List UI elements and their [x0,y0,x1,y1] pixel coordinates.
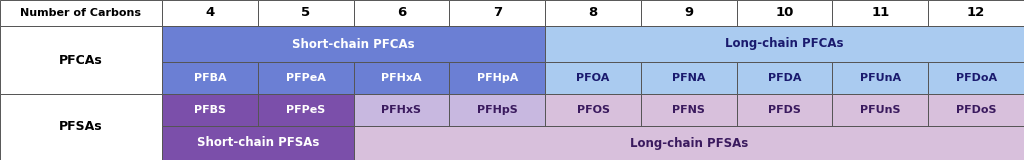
Text: PFNS: PFNS [673,105,706,115]
Bar [0,0,162,26]
Text: PFDA: PFDA [768,73,802,83]
Bar [353,62,450,94]
Text: PFPeS: PFPeS [286,105,326,115]
Text: Short-chain PFSAs: Short-chain PFSAs [197,136,318,149]
Text: 6: 6 [397,7,407,20]
Text: PFUnA: PFUnA [860,73,901,83]
Bar [353,94,450,126]
Bar [353,0,450,26]
Text: 7: 7 [493,7,502,20]
Bar [545,62,641,94]
Bar [833,94,928,126]
Text: Long-chain PFSAs: Long-chain PFSAs [630,136,748,149]
Bar [545,94,641,126]
Bar [162,26,545,62]
Text: PFHpS: PFHpS [477,105,517,115]
Bar [928,62,1024,94]
Bar [833,0,928,26]
Text: 4: 4 [205,7,214,20]
Bar [641,62,736,94]
Text: Long-chain PFCAs: Long-chain PFCAs [725,37,844,51]
Bar [258,0,353,26]
Text: PFHxS: PFHxS [382,105,422,115]
Bar [928,0,1024,26]
Text: PFUnS: PFUnS [860,105,900,115]
Text: PFOA: PFOA [577,73,609,83]
Text: 5: 5 [301,7,310,20]
Text: 12: 12 [967,7,985,20]
Bar [833,62,928,94]
Text: 11: 11 [871,7,890,20]
Bar [450,62,545,94]
Bar [928,94,1024,126]
Text: PFDS: PFDS [768,105,801,115]
Text: PFPeA: PFPeA [286,73,326,83]
Bar [0,26,162,94]
Bar [162,94,258,126]
Bar [736,0,833,26]
Bar [545,0,641,26]
Bar [162,0,258,26]
Text: PFOS: PFOS [577,105,609,115]
Bar [450,0,545,26]
Text: PFNA: PFNA [672,73,706,83]
Bar [0,94,162,160]
Text: PFDoS: PFDoS [955,105,996,115]
Text: PFDoA: PFDoA [955,73,996,83]
Text: PFBA: PFBA [194,73,226,83]
Text: PFHxA: PFHxA [381,73,422,83]
Bar [736,62,833,94]
Text: PFBS: PFBS [194,105,226,115]
Text: PFCAs: PFCAs [59,53,102,67]
Bar [641,94,736,126]
Bar [545,26,1024,62]
Bar [641,0,736,26]
Bar [162,62,258,94]
Text: PFHpA: PFHpA [476,73,518,83]
Text: 8: 8 [589,7,598,20]
Bar [162,126,353,160]
Bar [736,94,833,126]
Bar [353,126,1024,160]
Text: PFSAs: PFSAs [59,120,102,133]
Bar [258,94,353,126]
Text: 9: 9 [684,7,693,20]
Text: 10: 10 [775,7,794,20]
Text: Number of Carbons: Number of Carbons [20,8,141,18]
Bar [258,62,353,94]
Text: Short-chain PFCAs: Short-chain PFCAs [292,37,415,51]
Bar [450,94,545,126]
